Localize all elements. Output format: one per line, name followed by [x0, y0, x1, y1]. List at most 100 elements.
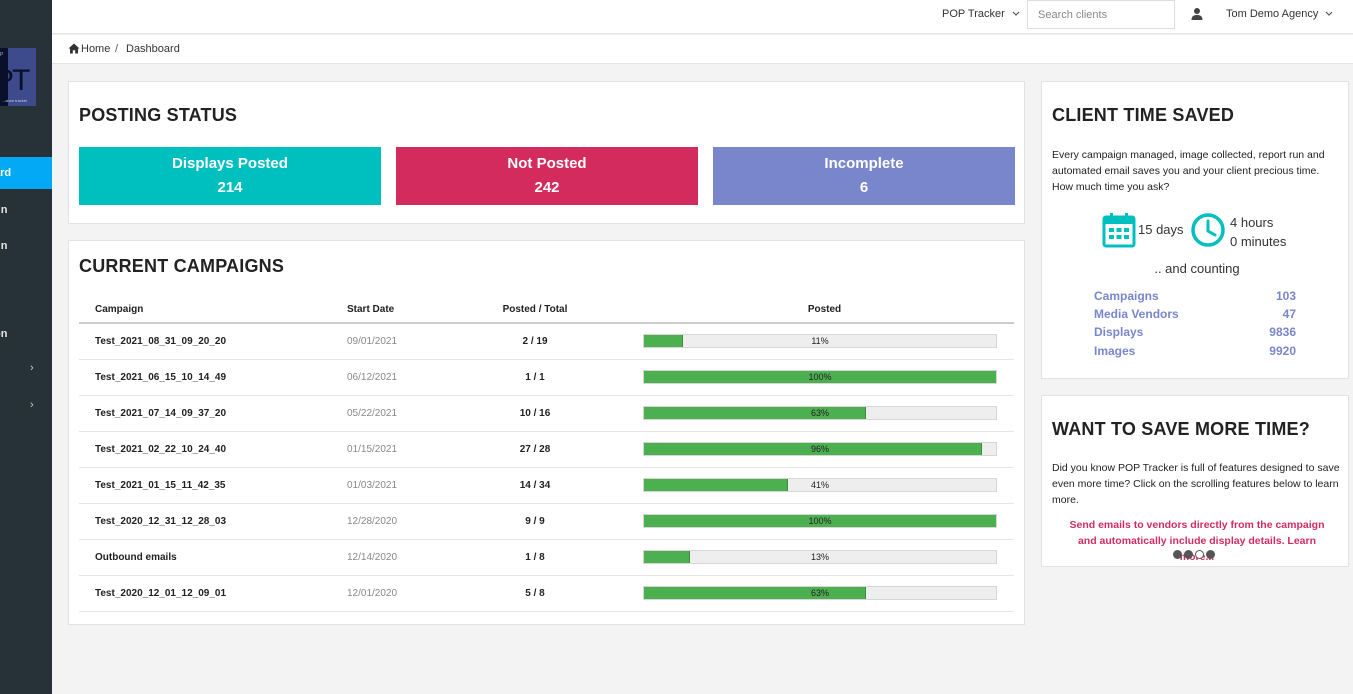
carousel-indicators: [1173, 550, 1215, 559]
column-header-campaign[interactable]: Campaign: [79, 297, 347, 324]
campaign-progress-cell: 100%: [635, 359, 1014, 396]
home-icon: [68, 43, 80, 54]
sidebar-item-label: gn: [0, 204, 8, 216]
breadcrumb-current: Dashboard: [126, 43, 180, 55]
table-row[interactable]: Test_2021_07_14_09_37_20 05/22/2021 10 / 1…: [79, 395, 1014, 432]
status-value: 214: [217, 179, 243, 196]
status-label: Displays Posted: [172, 155, 288, 172]
campaign-progress-cell: 100%: [635, 503, 1014, 540]
save-more-time-title: WANT TO SAVE MORE TIME?: [1052, 419, 1310, 439]
sidebar-item-label: ard: [0, 167, 12, 179]
product-menu[interactable]: POP Tracker: [942, 8, 1020, 20]
table-header-row: Campaign Start Date Posted / Total Poste…: [79, 297, 1014, 324]
campaign-start-date: 12/28/2020: [347, 503, 435, 540]
sidebar-item-location[interactable]: on: [0, 318, 52, 350]
campaign-posted-total: 9 / 9: [435, 503, 635, 540]
progress-bar-label: 100%: [808, 516, 832, 526]
progress-bar-fill: [644, 551, 690, 563]
search-input[interactable]: [1027, 0, 1175, 29]
table-row[interactable]: Outbound emails 12/14/2020 1 / 8 13%: [79, 539, 1014, 576]
progress-bar-fill: [644, 335, 683, 348]
campaign-name[interactable]: Test_2021_06_15_10_14_49: [79, 359, 347, 396]
campaign-name[interactable]: Test_2021_02_22_10_24_40: [79, 431, 347, 468]
logo-small-text: P: [0, 52, 4, 58]
progress-bar: 63%: [643, 406, 997, 420]
campaign-progress-cell: 63%: [635, 575, 1014, 612]
chevron-down-icon: [1012, 11, 1020, 16]
stat-value: 47: [1282, 307, 1296, 321]
save-more-description: Did you know POP Tracker is full of feat…: [1052, 462, 1340, 506]
progress-bar-label: 11%: [811, 336, 829, 347]
progress-bar: 13%: [643, 550, 997, 564]
progress-bar: 100%: [643, 514, 997, 528]
progress-bar-label: 13%: [810, 552, 829, 562]
chevron-right-icon[interactable]: ›: [30, 362, 34, 374]
sidebar-item-label: gn: [0, 240, 8, 252]
carousel-dot[interactable]: [1173, 550, 1182, 559]
incomplete-box[interactable]: Incomplete 6: [713, 147, 1015, 205]
column-header-start-date[interactable]: Start Date: [347, 297, 435, 324]
table-row[interactable]: Test_2020_12_31_12_28_03 12/28/2020 9 / 9 1…: [79, 503, 1014, 540]
table-row[interactable]: Test_2021_08_31_09_20_20 09/01/2021 2 / 19…: [79, 323, 1014, 360]
campaign-start-date: 05/22/2021: [347, 395, 435, 432]
progress-bar: 41%: [643, 478, 997, 492]
carousel-dot[interactable]: [1195, 550, 1204, 559]
progress-bar: 96%: [643, 442, 997, 456]
campaign-start-date: 06/12/2021: [347, 359, 435, 396]
user-icon[interactable]: [1190, 7, 1204, 21]
sidebar-item-campaign-2[interactable]: gn: [0, 230, 52, 262]
stat-value: 9836: [1269, 325, 1296, 339]
campaign-posted-total: 27 / 28: [435, 431, 635, 468]
column-header-posted-total[interactable]: Posted / Total: [435, 297, 635, 324]
campaign-name[interactable]: Test_2020_12_01_12_09_01: [79, 575, 347, 612]
campaign-name[interactable]: Test_2021_08_31_09_20_20: [79, 323, 347, 360]
and-counting-text: .. and counting: [1154, 261, 1240, 276]
stat-label: Campaigns: [1094, 289, 1159, 303]
campaign-start-date: 01/15/2021: [347, 431, 435, 468]
campaign-start-date: 01/03/2021: [347, 467, 435, 504]
posting-status-card: POSTING STATUS Displays Posted 214 Not P…: [68, 81, 1025, 224]
campaign-name[interactable]: Outbound emails: [79, 539, 347, 576]
progress-bar-label: 100%: [808, 372, 832, 382]
current-campaigns-card: CURRENT CAMPAIGNS Campaign Start Date Po…: [68, 240, 1025, 625]
calendar-icon: [1102, 213, 1136, 248]
logo-tagline: ...ance tracker: [2, 98, 28, 103]
status-label: Not Posted: [507, 155, 587, 172]
minutes-saved: 0 minutes: [1230, 234, 1287, 249]
logo-dark-band: [0, 48, 8, 106]
campaign-start-date: 12/01/2020: [347, 575, 435, 612]
campaigns-table: Campaign Start Date Posted / Total Poste…: [79, 297, 1014, 612]
days-saved: 15 days: [1138, 222, 1184, 237]
top-bar: POP Tracker Tom Demo Agency: [52, 0, 1353, 34]
clock-icon: [1191, 213, 1225, 247]
table-row[interactable]: Test_2021_02_22_10_24_40 01/15/2021 27 / 2…: [79, 431, 1014, 468]
stat-value: 9920: [1269, 344, 1296, 358]
column-header-posted[interactable]: Posted: [635, 297, 1014, 324]
table-row[interactable]: Test_2021_06_15_10_14_49 06/12/2021 1 / 1 1…: [79, 359, 1014, 396]
campaign-progress-cell: 63%: [635, 395, 1014, 432]
progress-bar-label: 41%: [810, 480, 829, 490]
table-row[interactable]: Test_2021_01_15_11_42_35 01/03/2021 14 / 3…: [79, 467, 1014, 504]
carousel-dot[interactable]: [1184, 550, 1193, 559]
progress-bar-label: 96%: [810, 444, 829, 454]
campaign-start-date: 09/01/2021: [347, 323, 435, 360]
logo[interactable]: P PT ...ance tracker: [0, 48, 36, 106]
carousel-dot[interactable]: [1206, 550, 1215, 559]
sidebar-item-campaign[interactable]: gn: [0, 194, 52, 226]
sidebar-item-dashboard[interactable]: ard: [0, 157, 52, 189]
not-posted-box[interactable]: Not Posted 242: [396, 147, 698, 205]
breadcrumb-home-link[interactable]: Home: [81, 43, 111, 55]
time-saved-description: Every campaign managed, image collected,…: [1052, 149, 1325, 193]
campaign-name[interactable]: Test_2021_01_15_11_42_35: [79, 467, 347, 504]
posting-status-title: POSTING STATUS: [79, 105, 238, 125]
campaign-name[interactable]: Test_2021_07_14_09_37_20: [79, 395, 347, 432]
displays-posted-box[interactable]: Displays Posted 214: [79, 147, 381, 205]
campaign-progress-cell: 41%: [635, 467, 1014, 504]
table-row[interactable]: Test_2020_12_01_12_09_01 12/01/2020 5 / 8 6…: [79, 575, 1014, 612]
campaign-start-date: 12/14/2020: [347, 539, 435, 576]
account-menu[interactable]: Tom Demo Agency: [1226, 8, 1333, 20]
campaign-name[interactable]: Test_2020_12_31_12_28_03: [79, 503, 347, 540]
progress-bar-fill: [644, 443, 982, 455]
stat-displays: Displays 9836: [1094, 325, 1296, 343]
chevron-right-icon[interactable]: ›: [30, 399, 34, 411]
